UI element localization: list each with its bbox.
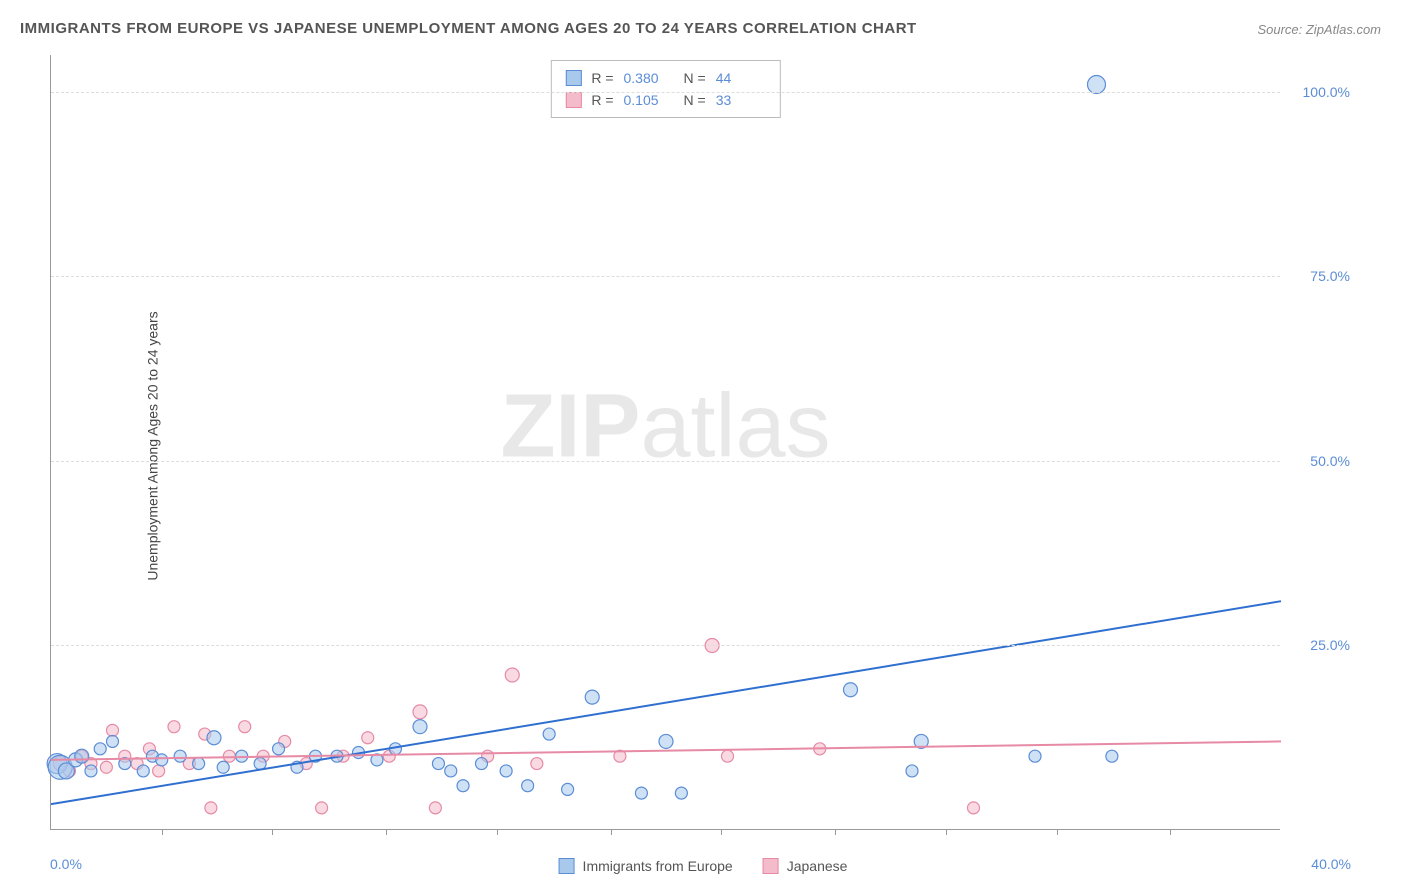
legend-correlation-row: R = 0.380 N = 44	[565, 67, 765, 89]
data-point	[107, 735, 119, 747]
legend-series-label: Immigrants from Europe	[583, 858, 733, 874]
data-point	[316, 802, 328, 814]
data-point	[531, 758, 543, 770]
data-point	[906, 765, 918, 777]
gridline	[51, 461, 1280, 462]
data-point	[635, 787, 647, 799]
legend-series: Immigrants from Europe Japanese	[559, 858, 848, 874]
legend-series-item: Japanese	[763, 858, 848, 874]
data-point	[543, 728, 555, 740]
data-point	[1029, 750, 1041, 762]
data-point	[205, 802, 217, 814]
x-tick	[497, 829, 498, 835]
x-axis-max-label: 40.0%	[1311, 856, 1351, 872]
data-point	[675, 787, 687, 799]
x-tick	[721, 829, 722, 835]
legend-series-item: Immigrants from Europe	[559, 858, 733, 874]
data-point	[156, 754, 168, 766]
x-tick	[272, 829, 273, 835]
data-point	[722, 750, 734, 762]
data-point	[94, 743, 106, 755]
data-point	[1106, 750, 1118, 762]
data-point	[217, 761, 229, 773]
data-point	[522, 780, 534, 792]
x-tick	[835, 829, 836, 835]
source-label: Source: ZipAtlas.com	[1257, 22, 1381, 37]
data-point	[476, 758, 488, 770]
x-axis-min-label: 0.0%	[50, 856, 82, 872]
legend-series-label: Japanese	[787, 858, 848, 874]
x-tick	[1170, 829, 1171, 835]
data-point	[562, 783, 574, 795]
data-point	[445, 765, 457, 777]
legend-r-value: 0.105	[624, 92, 674, 108]
x-tick	[162, 829, 163, 835]
data-point	[137, 765, 149, 777]
data-point	[659, 734, 673, 748]
y-tick-label: 100.0%	[1303, 84, 1350, 100]
data-point	[505, 668, 519, 682]
data-point	[413, 720, 427, 734]
legend-swatch	[559, 858, 575, 874]
data-point	[168, 721, 180, 733]
legend-r-value: 0.380	[624, 70, 674, 86]
legend-n-value: 44	[716, 70, 766, 86]
chart-title: IMMIGRANTS FROM EUROPE VS JAPANESE UNEMP…	[20, 20, 917, 37]
legend-n-label: N =	[684, 92, 706, 108]
data-point	[362, 732, 374, 744]
legend-correlation: R = 0.380 N = 44 R = 0.105 N = 33	[550, 60, 780, 118]
y-tick-label: 75.0%	[1310, 268, 1350, 284]
data-point	[1088, 76, 1106, 94]
data-point	[273, 743, 285, 755]
x-tick	[611, 829, 612, 835]
legend-swatch	[565, 70, 581, 86]
data-point	[413, 705, 427, 719]
data-point	[100, 761, 112, 773]
legend-swatch	[565, 92, 581, 108]
chart-svg	[51, 55, 1280, 829]
data-point	[85, 765, 97, 777]
data-point	[107, 724, 119, 736]
gridline	[51, 276, 1280, 277]
data-point	[239, 721, 251, 733]
legend-swatch	[763, 858, 779, 874]
x-tick	[1057, 829, 1058, 835]
legend-r-label: R =	[591, 92, 613, 108]
y-tick-label: 25.0%	[1310, 637, 1350, 653]
data-point	[254, 758, 266, 770]
data-point	[844, 683, 858, 697]
data-point	[207, 731, 221, 745]
data-point	[153, 765, 165, 777]
gridline	[51, 645, 1280, 646]
gridline	[51, 92, 1280, 93]
data-point	[429, 802, 441, 814]
y-tick-label: 50.0%	[1310, 453, 1350, 469]
legend-n-label: N =	[684, 70, 706, 86]
legend-n-value: 33	[716, 92, 766, 108]
x-tick	[946, 829, 947, 835]
data-point	[500, 765, 512, 777]
data-point	[193, 758, 205, 770]
data-point	[968, 802, 980, 814]
legend-r-label: R =	[591, 70, 613, 86]
data-point	[75, 749, 89, 763]
trend-line	[51, 601, 1281, 804]
x-tick	[386, 829, 387, 835]
data-point	[174, 750, 186, 762]
plot-area: ZIPatlas R =0.380N =44R =0.105N =33 25.0…	[50, 55, 1280, 830]
data-point	[585, 690, 599, 704]
data-point	[432, 758, 444, 770]
data-point	[457, 780, 469, 792]
